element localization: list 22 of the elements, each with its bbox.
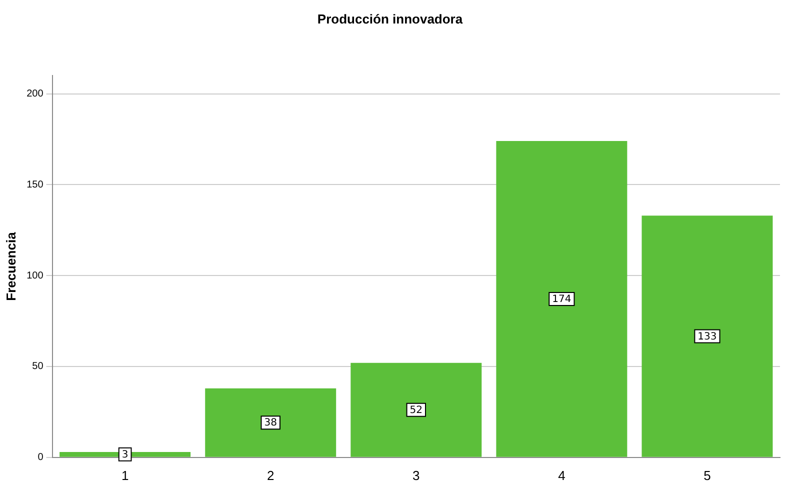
x-tick-label: 4 [558, 468, 566, 483]
bar [60, 452, 191, 457]
x-tick-label: 2 [266, 468, 274, 483]
bar [642, 216, 773, 457]
y-axis-title: Frecuencia [3, 231, 18, 301]
chart-title: Producción innovadora [317, 11, 464, 26]
y-tick-label: 100 [26, 270, 44, 282]
x-tick-label: 3 [412, 468, 420, 483]
y-tick-label: 50 [32, 361, 44, 372]
bar [205, 388, 336, 457]
data-label: 3 [122, 450, 128, 461]
y-tick-label: 150 [26, 179, 44, 190]
data-label: 133 [698, 331, 717, 342]
x-tick-label: 5 [704, 468, 711, 483]
data-label: 52 [410, 404, 423, 416]
bar [496, 141, 628, 457]
bar [350, 362, 482, 457]
y-tick-label: 0 [38, 452, 44, 464]
data-label: 174 [552, 294, 572, 306]
x-tick-label: 1 [121, 468, 129, 483]
y-tick-label: 200 [26, 88, 44, 100]
data-label: 38 [264, 418, 277, 429]
